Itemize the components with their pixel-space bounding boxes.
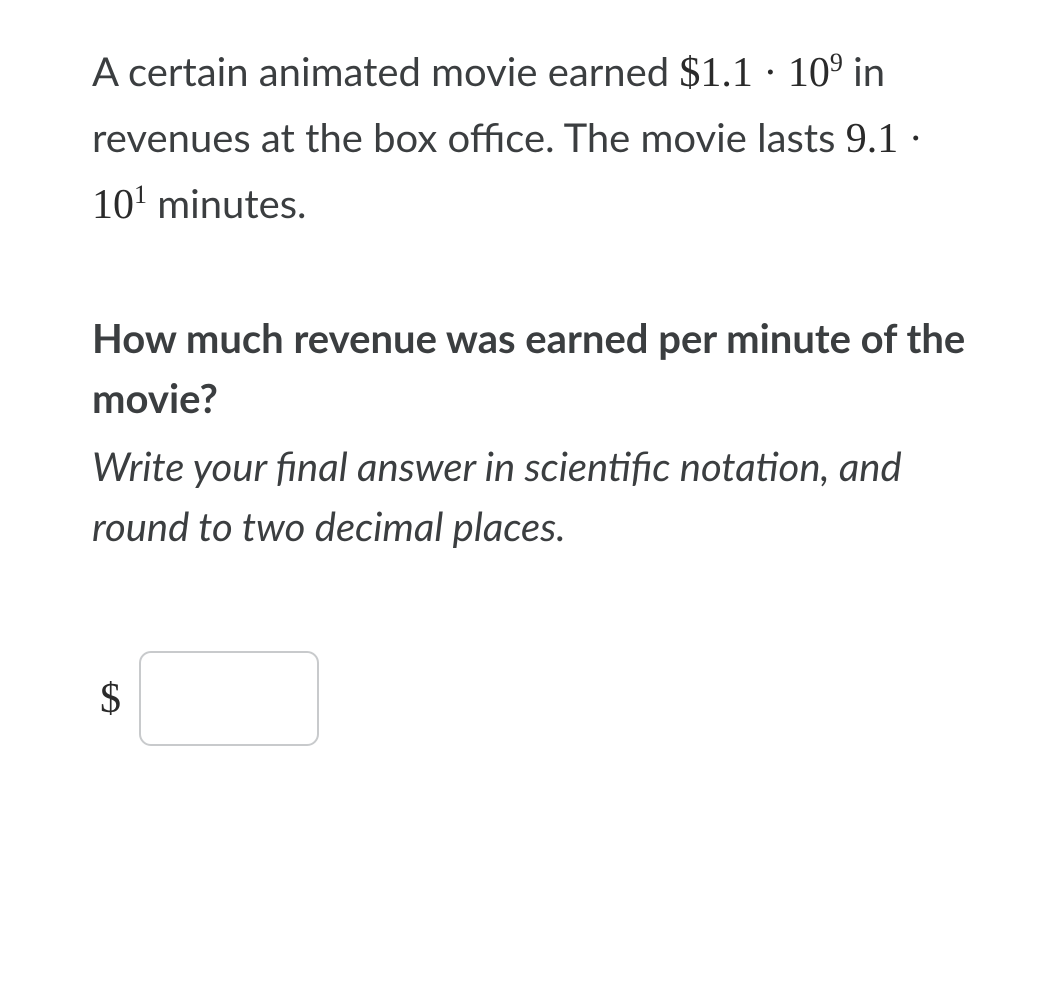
- base-2: 10: [92, 182, 134, 228]
- scientific-notation-revenue: $1.1 · 109: [679, 50, 843, 96]
- problem-statement: A certain animated movie earned $1.1 · 1…: [92, 40, 979, 238]
- problem-container: A certain animated movie earned $1.1 · 1…: [0, 0, 1059, 746]
- currency-prefix: $: [679, 50, 700, 96]
- dot-operator-2: ·: [898, 116, 923, 162]
- question-text: How much revenue was earned per minute o…: [92, 308, 979, 428]
- problem-text-4: minutes.: [147, 179, 306, 227]
- answer-input[interactable]: [139, 651, 319, 746]
- problem-text-3: The movie lasts: [564, 113, 846, 161]
- instruction-text: Write your final answer in scientific no…: [92, 436, 979, 556]
- dot-operator-1: ·: [753, 50, 788, 96]
- exponent-1: 9: [830, 48, 843, 77]
- exponent-2: 1: [134, 180, 147, 209]
- coefficient-2: 9.1: [846, 116, 899, 162]
- currency-label: $: [100, 675, 121, 723]
- answer-row: $: [92, 651, 979, 746]
- coefficient-1: 1.1: [700, 50, 753, 96]
- base-1: 10: [788, 50, 830, 96]
- problem-text-1: A certain animated movie earned: [92, 47, 679, 95]
